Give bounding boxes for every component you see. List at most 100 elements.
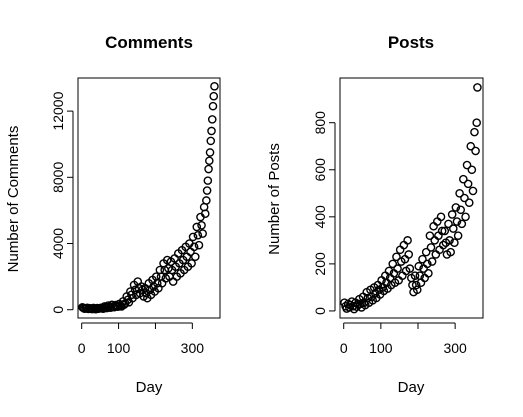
comments-title: Comments — [105, 33, 193, 52]
posts-data-point — [411, 280, 421, 290]
posts-panel: Posts 0 200 400 600 800 0 100 300 Day Number o… — [266, 33, 484, 396]
comments-x-tick-label: 300 — [181, 340, 205, 356]
posts-y-tick-label: 0 — [312, 307, 328, 315]
posts-x-tick-label: 0 — [340, 340, 348, 356]
posts-y-axis-label: Number of Posts — [266, 143, 283, 255]
comments-data-point — [208, 101, 218, 111]
comments-data-point — [168, 277, 178, 286]
comments-data-point — [190, 252, 200, 262]
posts-data-point — [470, 127, 479, 137]
comments-y-axis: 0 4000 8000 12000 — [50, 91, 74, 314]
posts-x-axis-label: Day — [398, 379, 425, 396]
comments-data-point — [192, 222, 202, 232]
posts-data-point — [473, 83, 482, 92]
comments-data-point — [205, 156, 214, 166]
posts-data-point — [450, 238, 459, 248]
comments-data-point — [194, 240, 204, 250]
comments-data-point — [188, 232, 198, 242]
comments-data-point — [197, 221, 206, 230]
comments-y-tick-label: 4000 — [50, 228, 66, 259]
posts-data-point — [429, 221, 438, 231]
posts-data-point — [414, 261, 424, 271]
posts-data-point — [468, 186, 478, 196]
comments-y-tick-label: 12000 — [50, 91, 66, 130]
posts-x-tick-label: 300 — [443, 340, 467, 356]
posts-data-point — [424, 268, 433, 278]
posts-data-point — [399, 240, 409, 250]
posts-data-point — [464, 198, 474, 208]
comments-y-tick-label: 0 — [50, 306, 66, 314]
posts-data-point — [466, 141, 476, 151]
posts-data-point — [467, 165, 477, 175]
posts-data-point — [448, 224, 458, 233]
posts-data-point — [356, 299, 365, 309]
posts-plot-frame — [339, 77, 484, 319]
posts-title: Posts — [388, 33, 434, 52]
posts-data-point — [438, 240, 448, 250]
posts-data-point — [425, 231, 435, 240]
posts-data-point — [405, 264, 415, 273]
comments-x-tick-label: 0 — [78, 340, 86, 356]
posts-data-point — [431, 250, 441, 259]
posts-data-point — [434, 231, 443, 240]
posts-data-point — [452, 217, 462, 226]
posts-data-point — [455, 188, 464, 198]
comments-data-point — [205, 148, 215, 157]
posts-data-point — [453, 231, 463, 240]
posts-data-point — [451, 203, 461, 212]
posts-y-tick-label: 600 — [312, 158, 328, 182]
comments-points — [78, 81, 219, 314]
posts-data-point — [393, 264, 402, 273]
posts-data-point — [433, 217, 442, 226]
comments-x-axis: 0 100 300 — [78, 322, 205, 356]
posts-y-tick-label: 800 — [312, 111, 328, 135]
posts-data-point — [457, 219, 467, 229]
posts-data-point — [471, 146, 480, 156]
posts-data-point — [435, 245, 444, 255]
comments-data-point — [210, 81, 219, 91]
posts-data-point — [426, 243, 436, 252]
comments-data-point — [207, 115, 217, 124]
posts-data-point — [472, 118, 481, 128]
posts-data-point — [437, 226, 447, 236]
posts-data-point — [447, 210, 457, 219]
comments-data-point — [203, 176, 213, 185]
posts-data-point — [460, 193, 469, 203]
posts-data-point — [388, 259, 398, 269]
posts-data-point — [403, 236, 412, 245]
posts-data-point — [398, 271, 407, 280]
comments-data-point — [207, 126, 216, 136]
posts-data-point — [427, 257, 437, 266]
posts-data-point — [395, 245, 405, 255]
posts-data-point — [410, 271, 420, 280]
posts-data-point — [422, 259, 432, 269]
comments-data-point — [204, 164, 213, 174]
posts-data-point — [461, 212, 470, 222]
comments-data-point — [111, 300, 120, 310]
comments-data-point — [189, 242, 199, 252]
posts-x-tick-label: 100 — [369, 340, 393, 356]
comments-data-point — [198, 229, 207, 238]
posts-data-point — [445, 236, 454, 245]
posts-data-point — [436, 212, 446, 222]
posts-points — [340, 83, 482, 314]
comments-x-tick-label: 100 — [107, 340, 131, 356]
posts-y-tick-label: 400 — [312, 205, 328, 229]
posts-x-axis: 0 100 300 — [340, 322, 467, 356]
posts-data-point — [404, 250, 414, 259]
comments-data-point — [206, 136, 216, 146]
comments-y-tick-label: 8000 — [50, 162, 66, 193]
comments-x-axis-label: Day — [136, 379, 163, 396]
posts-data-point — [446, 247, 455, 257]
posts-data-point — [392, 252, 401, 262]
posts-y-tick-label: 200 — [312, 252, 328, 276]
posts-data-point — [421, 247, 431, 257]
posts-data-point — [456, 205, 466, 215]
comments-data-point — [202, 196, 211, 205]
comments-data-point — [209, 91, 219, 101]
posts-data-point — [440, 226, 450, 236]
posts-data-point — [430, 236, 440, 245]
comments-data-point — [187, 259, 196, 268]
posts-data-point — [444, 219, 453, 229]
posts-data-point — [462, 160, 472, 170]
